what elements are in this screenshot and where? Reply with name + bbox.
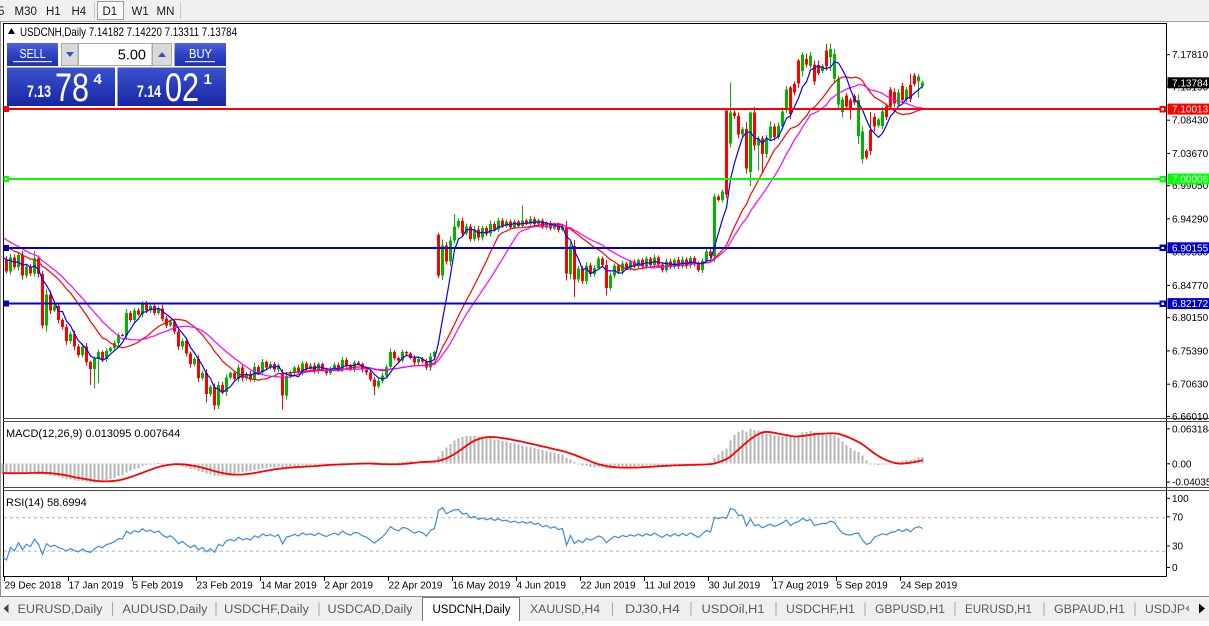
svg-text:GBPAUD,H1: GBPAUD,H1 [1054, 604, 1125, 616]
svg-text:1: 1 [204, 71, 212, 88]
svg-text:7.03670: 7.03670 [1172, 149, 1209, 160]
svg-text:4 Jun 2019: 4 Jun 2019 [517, 581, 567, 592]
svg-text:17 Aug 2019: 17 Aug 2019 [773, 581, 830, 592]
svg-text:D1: D1 [103, 6, 118, 18]
svg-text:11 Jul 2019: 11 Jul 2019 [645, 581, 696, 592]
svg-text:7.00006: 7.00006 [1172, 175, 1209, 186]
svg-text:6.82172: 6.82172 [1172, 299, 1209, 310]
svg-text:RSI(14) 58.6994: RSI(14) 58.6994 [6, 497, 87, 509]
svg-text:H4: H4 [72, 6, 87, 18]
svg-text:7.08430: 7.08430 [1172, 116, 1209, 127]
svg-text:100: 100 [1172, 494, 1189, 505]
svg-text:6.66010: 6.66010 [1172, 412, 1209, 423]
svg-text:7.14: 7.14 [137, 82, 161, 101]
svg-text:6.90155: 6.90155 [1172, 243, 1209, 254]
svg-text:GBPUSD,H1: GBPUSD,H1 [875, 604, 945, 616]
svg-text:DJ30,H4: DJ30,H4 [625, 604, 681, 616]
svg-text:70: 70 [1172, 512, 1184, 523]
svg-text:5: 5 [0, 6, 4, 18]
svg-text:7.17810: 7.17810 [1172, 50, 1209, 61]
svg-text:USDCNH,Daily: USDCNH,Daily [433, 604, 511, 616]
svg-text:7.13784: 7.13784 [1172, 78, 1209, 89]
svg-text:23 Feb 2019: 23 Feb 2019 [197, 581, 254, 592]
svg-text:USDCHF,H1: USDCHF,H1 [786, 604, 855, 616]
svg-text:7.13: 7.13 [27, 82, 51, 101]
svg-text:5 Feb 2019: 5 Feb 2019 [133, 581, 184, 592]
svg-text:17 Jan 2019: 17 Jan 2019 [69, 581, 124, 592]
svg-text:6.70630: 6.70630 [1172, 380, 1209, 391]
svg-text:24 Sep 2019: 24 Sep 2019 [901, 581, 958, 592]
svg-text:0.00: 0.00 [1172, 459, 1192, 470]
svg-text:22 Apr 2019: 22 Apr 2019 [389, 581, 443, 592]
svg-text:22 Jun 2019: 22 Jun 2019 [581, 581, 636, 592]
svg-text:EURUSD,Daily: EURUSD,Daily [18, 604, 103, 616]
svg-text:5 Sep 2019: 5 Sep 2019 [837, 581, 889, 592]
svg-text:USDJP: USDJP [1145, 604, 1185, 616]
svg-text:MN: MN [157, 6, 175, 18]
svg-text:5.00: 5.00 [118, 48, 146, 64]
svg-text:AUDUSD,Daily: AUDUSD,Daily [123, 604, 208, 616]
svg-text:6.94290: 6.94290 [1172, 214, 1209, 225]
svg-text:-0.040355: -0.040355 [1172, 478, 1209, 489]
svg-text:M30: M30 [15, 6, 37, 18]
svg-text:USDCNH,Daily 7.14182 7.14220: USDCNH,Daily 7.14182 7.14220 7.13311 7.1… [20, 25, 237, 39]
svg-text:USDOil,H1: USDOil,H1 [702, 604, 765, 616]
svg-text:W1: W1 [132, 6, 149, 18]
svg-text:14 Mar 2019: 14 Mar 2019 [261, 581, 318, 592]
svg-text:EURUSD,H1: EURUSD,H1 [965, 604, 1032, 616]
svg-text:USDCAD,Daily: USDCAD,Daily [328, 604, 413, 616]
svg-text:XAUUSD,H4: XAUUSD,H4 [530, 604, 601, 616]
svg-text:2 Apr 2019: 2 Apr 2019 [325, 581, 374, 592]
svg-text:MACD(12,26,9) 0.013095 0.00764: MACD(12,26,9) 0.013095 0.007644 [6, 428, 180, 440]
svg-text:0: 0 [1172, 563, 1178, 574]
svg-text:16 May 2019: 16 May 2019 [453, 581, 511, 592]
svg-text:30: 30 [1172, 542, 1184, 553]
svg-text:6.75390: 6.75390 [1172, 346, 1209, 357]
svg-text:H1: H1 [46, 6, 61, 18]
svg-text:4: 4 [94, 71, 103, 88]
svg-text:29 Dec 2018: 29 Dec 2018 [5, 581, 62, 592]
svg-text:78: 78 [55, 66, 89, 110]
svg-text:SELL: SELL [20, 47, 46, 61]
svg-text:0.063184: 0.063184 [1172, 424, 1209, 435]
svg-text:BUY: BUY [189, 47, 213, 61]
svg-text:7.10013: 7.10013 [1172, 105, 1209, 116]
svg-text:02: 02 [165, 66, 199, 110]
svg-text:6.84770: 6.84770 [1172, 281, 1209, 292]
svg-text:30 Jul 2019: 30 Jul 2019 [709, 581, 761, 592]
svg-text:6.80150: 6.80150 [1172, 313, 1209, 324]
svg-text:USDCHF,Daily: USDCHF,Daily [224, 604, 309, 616]
